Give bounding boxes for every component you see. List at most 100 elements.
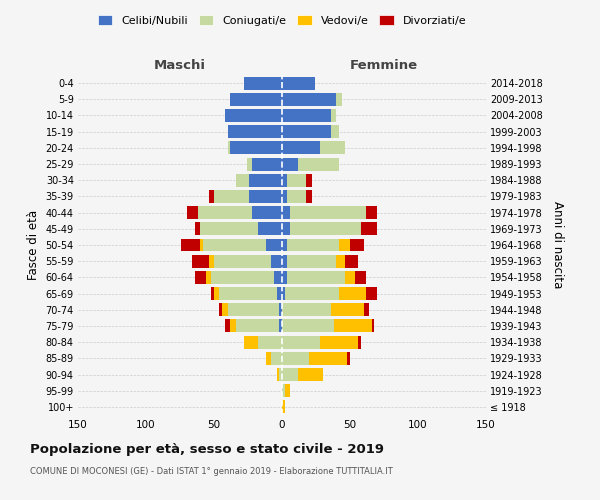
Bar — [282, 206, 290, 219]
Bar — [337, 93, 342, 106]
Bar — [358, 336, 361, 348]
Bar — [282, 109, 331, 122]
Bar — [230, 142, 282, 154]
Legend: Celibi/Nubili, Coniugati/e, Vedovi/e, Divorziati/e: Celibi/Nubili, Coniugati/e, Vedovi/e, Di… — [93, 10, 471, 30]
Bar — [257, 336, 282, 348]
Bar — [282, 222, 290, 235]
Bar — [282, 254, 287, 268]
Bar — [282, 384, 285, 397]
Bar — [287, 271, 344, 284]
Bar — [298, 368, 323, 381]
Bar — [200, 238, 203, 252]
Text: Popolazione per età, sesso e stato civile - 2019: Popolazione per età, sesso e stato civil… — [30, 442, 384, 456]
Bar — [361, 222, 377, 235]
Bar — [287, 254, 337, 268]
Bar — [279, 304, 282, 316]
Bar — [230, 320, 236, 332]
Bar — [339, 287, 367, 300]
Bar — [285, 287, 339, 300]
Bar — [282, 320, 334, 332]
Bar — [290, 222, 361, 235]
Bar — [334, 320, 372, 332]
Bar — [266, 238, 282, 252]
Bar — [250, 190, 282, 203]
Bar — [195, 222, 200, 235]
Bar — [203, 238, 266, 252]
Bar — [287, 190, 307, 203]
Bar — [225, 320, 230, 332]
Bar — [282, 336, 320, 348]
Bar — [279, 320, 282, 332]
Bar — [282, 352, 309, 365]
Bar — [220, 304, 222, 316]
Bar — [282, 238, 287, 252]
Y-axis label: Anni di nascita: Anni di nascita — [551, 202, 564, 288]
Bar — [257, 222, 282, 235]
Bar — [225, 109, 282, 122]
Bar — [220, 287, 277, 300]
Bar — [209, 254, 214, 268]
Bar — [364, 304, 369, 316]
Bar — [236, 174, 250, 186]
Bar — [200, 222, 257, 235]
Bar — [331, 109, 337, 122]
Bar — [274, 271, 282, 284]
Bar — [320, 336, 358, 348]
Y-axis label: Fasce di età: Fasce di età — [27, 210, 40, 280]
Bar — [271, 352, 282, 365]
Bar — [252, 206, 282, 219]
Text: Maschi: Maschi — [154, 59, 206, 72]
Bar — [271, 254, 282, 268]
Bar — [372, 320, 374, 332]
Bar — [244, 76, 282, 90]
Bar — [195, 271, 206, 284]
Text: Femmine: Femmine — [350, 59, 418, 72]
Bar — [282, 93, 337, 106]
Bar — [181, 238, 200, 252]
Bar — [282, 368, 298, 381]
Bar — [282, 287, 285, 300]
Bar — [307, 190, 312, 203]
Bar — [367, 206, 377, 219]
Bar — [287, 238, 339, 252]
Bar — [290, 206, 367, 219]
Bar — [347, 352, 350, 365]
Bar — [344, 271, 355, 284]
Bar — [236, 320, 279, 332]
Bar — [227, 304, 279, 316]
Bar — [192, 254, 209, 268]
Bar — [309, 352, 347, 365]
Bar — [214, 287, 220, 300]
Bar — [266, 352, 271, 365]
Bar — [331, 125, 339, 138]
Bar — [287, 174, 307, 186]
Bar — [282, 125, 331, 138]
Bar — [282, 271, 287, 284]
Bar — [277, 287, 282, 300]
Bar — [209, 190, 214, 203]
Bar — [307, 174, 312, 186]
Bar — [339, 238, 350, 252]
Bar — [277, 368, 279, 381]
Bar — [282, 76, 314, 90]
Bar — [197, 206, 252, 219]
Bar — [247, 158, 252, 170]
Bar — [350, 238, 364, 252]
Bar — [230, 93, 282, 106]
Bar — [282, 304, 331, 316]
Bar — [252, 158, 282, 170]
Bar — [211, 287, 214, 300]
Bar — [206, 271, 211, 284]
Bar — [367, 287, 377, 300]
Bar — [279, 368, 282, 381]
Bar — [282, 190, 287, 203]
Bar — [355, 271, 367, 284]
Bar — [214, 190, 250, 203]
Bar — [282, 174, 287, 186]
Bar — [222, 304, 227, 316]
Bar — [211, 271, 274, 284]
Bar — [331, 304, 364, 316]
Bar — [227, 125, 282, 138]
Bar — [250, 174, 282, 186]
Bar — [282, 400, 285, 413]
